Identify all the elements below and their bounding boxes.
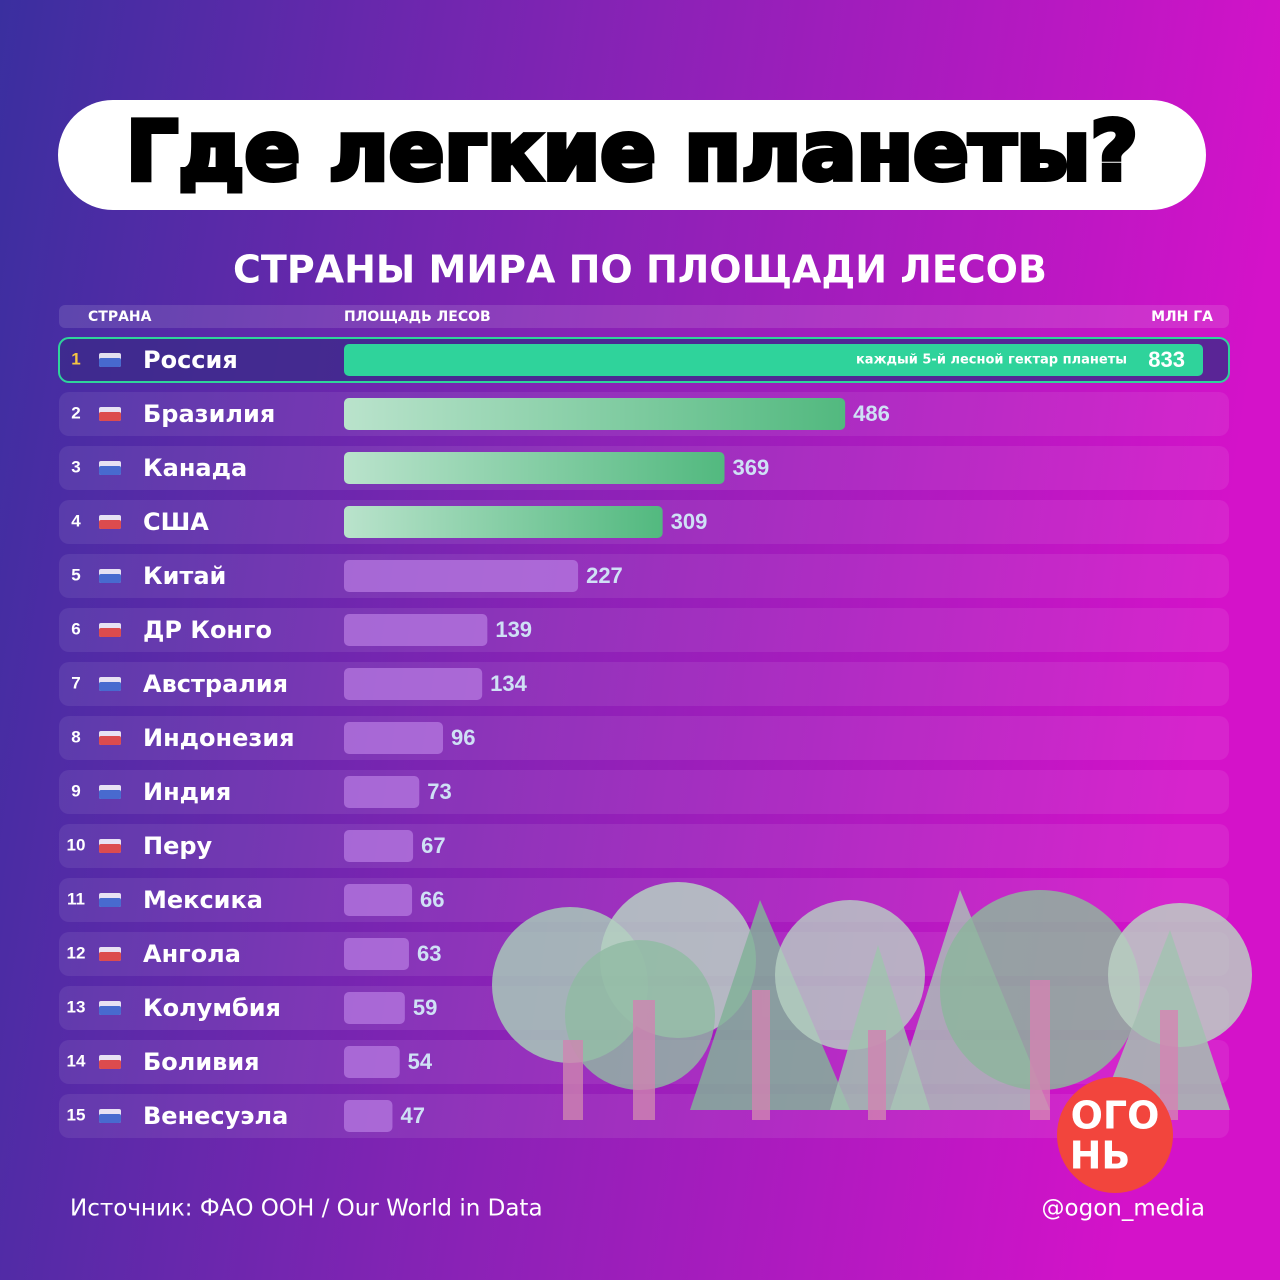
- value-label: 54: [408, 1049, 433, 1074]
- rank: 13: [67, 997, 86, 1016]
- flag-stripe: [99, 412, 121, 421]
- category-label: Ангола: [143, 940, 241, 968]
- flag-stripe: [99, 952, 121, 961]
- header-value: ПЛОЩАДЬ ЛЕСОВ: [344, 309, 491, 325]
- bar: [344, 776, 420, 808]
- rank: 1: [71, 349, 80, 368]
- header-country: СТРАНА: [88, 309, 152, 325]
- logo-text: ОГО: [1071, 1094, 1160, 1138]
- bar: [344, 614, 488, 646]
- value-label: 134: [490, 671, 527, 696]
- bar: [344, 560, 579, 592]
- rank: 4: [71, 511, 81, 530]
- logo-circle: [1057, 1077, 1173, 1193]
- value-label: 96: [451, 725, 475, 750]
- flag-stripe: [99, 466, 121, 475]
- chart-title: Где легкие планеты?: [126, 104, 1138, 199]
- category-label: Венесуэла: [143, 1102, 288, 1130]
- value-label: 227: [586, 563, 623, 588]
- flag-stripe: [99, 1114, 121, 1123]
- category-label: Индонезия: [143, 724, 295, 752]
- category-label: Перу: [143, 832, 213, 860]
- row-background: [59, 824, 1229, 868]
- rank: 14: [67, 1051, 86, 1070]
- category-label: Россия: [143, 346, 238, 374]
- row-background: [59, 770, 1229, 814]
- bar: [344, 668, 483, 700]
- category-label: Боливия: [143, 1048, 260, 1076]
- value-label: 309: [671, 509, 708, 534]
- category-label: Бразилия: [143, 400, 275, 428]
- rank: 8: [71, 727, 80, 746]
- value-label: 833: [1148, 347, 1185, 372]
- rank: 11: [67, 889, 85, 908]
- category-label: Колумбия: [143, 994, 281, 1022]
- value-label: 73: [427, 779, 451, 804]
- row-background: [59, 554, 1229, 598]
- flag-stripe: [99, 844, 121, 853]
- flag-stripe: [99, 790, 121, 799]
- flag-stripe: [99, 1006, 121, 1015]
- category-label: Австралия: [143, 670, 288, 698]
- title-pill: [58, 100, 1206, 210]
- rank: 5: [71, 565, 80, 584]
- flag-stripe: [99, 736, 121, 745]
- header-bar: [59, 305, 1229, 328]
- value-label: 66: [420, 887, 444, 912]
- flag-stripe: [99, 682, 121, 691]
- trees-decoration: [492, 882, 1252, 1120]
- bar: [344, 344, 1203, 376]
- flag-stripe: [99, 628, 121, 637]
- rank: 12: [67, 943, 86, 962]
- value-label: 139: [495, 617, 532, 642]
- rank: 2: [71, 403, 80, 422]
- category-label: США: [143, 508, 209, 536]
- category-label: ДР Конго: [143, 616, 272, 644]
- handle: @ogon_media: [1042, 1196, 1205, 1222]
- bar-sheen: [344, 506, 663, 538]
- flag-stripe: [99, 358, 121, 367]
- value-label: 67: [421, 833, 445, 858]
- category-label: Канада: [143, 454, 247, 482]
- rank: 10: [67, 835, 86, 854]
- flag-stripe: [99, 1060, 121, 1069]
- rank: 7: [71, 673, 80, 692]
- bar: [344, 992, 405, 1024]
- value-label: 59: [413, 995, 437, 1020]
- bar-sheen: [344, 452, 725, 484]
- bar: [344, 1046, 400, 1078]
- flag-stripe: [99, 898, 121, 907]
- rank: 3: [71, 457, 80, 476]
- flag-stripe: [99, 574, 121, 583]
- category-label: Индия: [143, 778, 231, 806]
- bar: [344, 938, 409, 970]
- value-label: 369: [733, 455, 770, 480]
- rank: 9: [71, 781, 80, 800]
- flag-stripe: [99, 520, 121, 529]
- bar: [344, 830, 414, 862]
- bar: [344, 884, 413, 916]
- rank: 15: [67, 1105, 86, 1124]
- category-label: Китай: [143, 562, 226, 590]
- logo-text: НЬ: [1070, 1134, 1131, 1178]
- value-label: 47: [400, 1103, 424, 1128]
- source: Источник: ФАО ООН / Our World in Data: [70, 1196, 543, 1222]
- value-label: 486: [853, 401, 890, 426]
- header-unit: МЛН ГА: [1151, 309, 1213, 325]
- bar: [344, 722, 443, 754]
- value-label: 63: [417, 941, 441, 966]
- category-label: Мексика: [143, 886, 263, 914]
- chart-subtitle: СТРАНЫ МИРА ПО ПЛОЩАДИ ЛЕСОВ: [233, 248, 1047, 292]
- bar: [344, 1100, 393, 1132]
- rank: 6: [71, 619, 80, 638]
- annotation: каждый 5-й лесной гектар планеты: [856, 353, 1127, 368]
- bar-sheen: [344, 398, 846, 430]
